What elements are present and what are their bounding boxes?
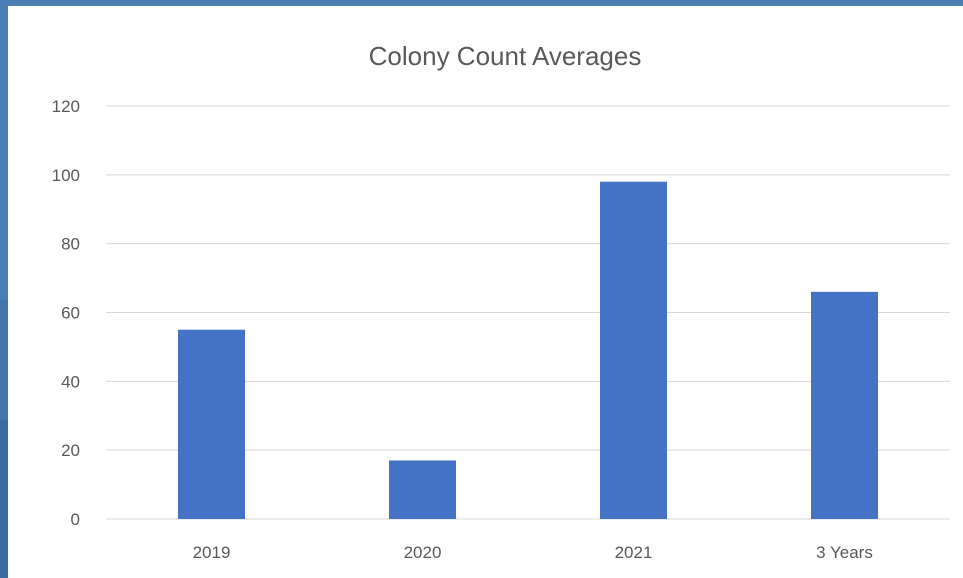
x-tick-label: 2020 — [404, 543, 442, 562]
chart-title: Colony Count Averages — [369, 41, 642, 71]
y-tick-label: 120 — [52, 97, 80, 116]
bars — [178, 181, 878, 519]
y-tick-label: 40 — [61, 372, 80, 391]
gridlines — [106, 105, 950, 520]
chart-card: Colony Count Averages 0 20 40 60 80 100 120 20… — [8, 6, 963, 578]
y-axis-ticks: 0 20 40 60 80 100 120 — [52, 97, 80, 529]
x-tick-label: 2019 — [193, 543, 231, 562]
bar-chart: Colony Count Averages 0 20 40 60 80 100 120 20… — [52, 41, 950, 562]
y-tick-label: 100 — [52, 166, 80, 185]
y-tick-label: 20 — [61, 441, 80, 460]
bar-2020 — [389, 460, 456, 519]
y-tick-label: 0 — [71, 510, 80, 529]
x-tick-label: 3 Years — [816, 543, 873, 562]
y-tick-label: 80 — [61, 235, 80, 254]
x-tick-label: 2021 — [615, 543, 653, 562]
x-axis-ticks: 2019 2020 2021 3 Years — [193, 543, 873, 562]
bar-2021 — [600, 181, 667, 519]
bar-2019 — [178, 329, 245, 519]
y-tick-label: 60 — [61, 304, 80, 323]
bar-3-years — [811, 291, 878, 519]
